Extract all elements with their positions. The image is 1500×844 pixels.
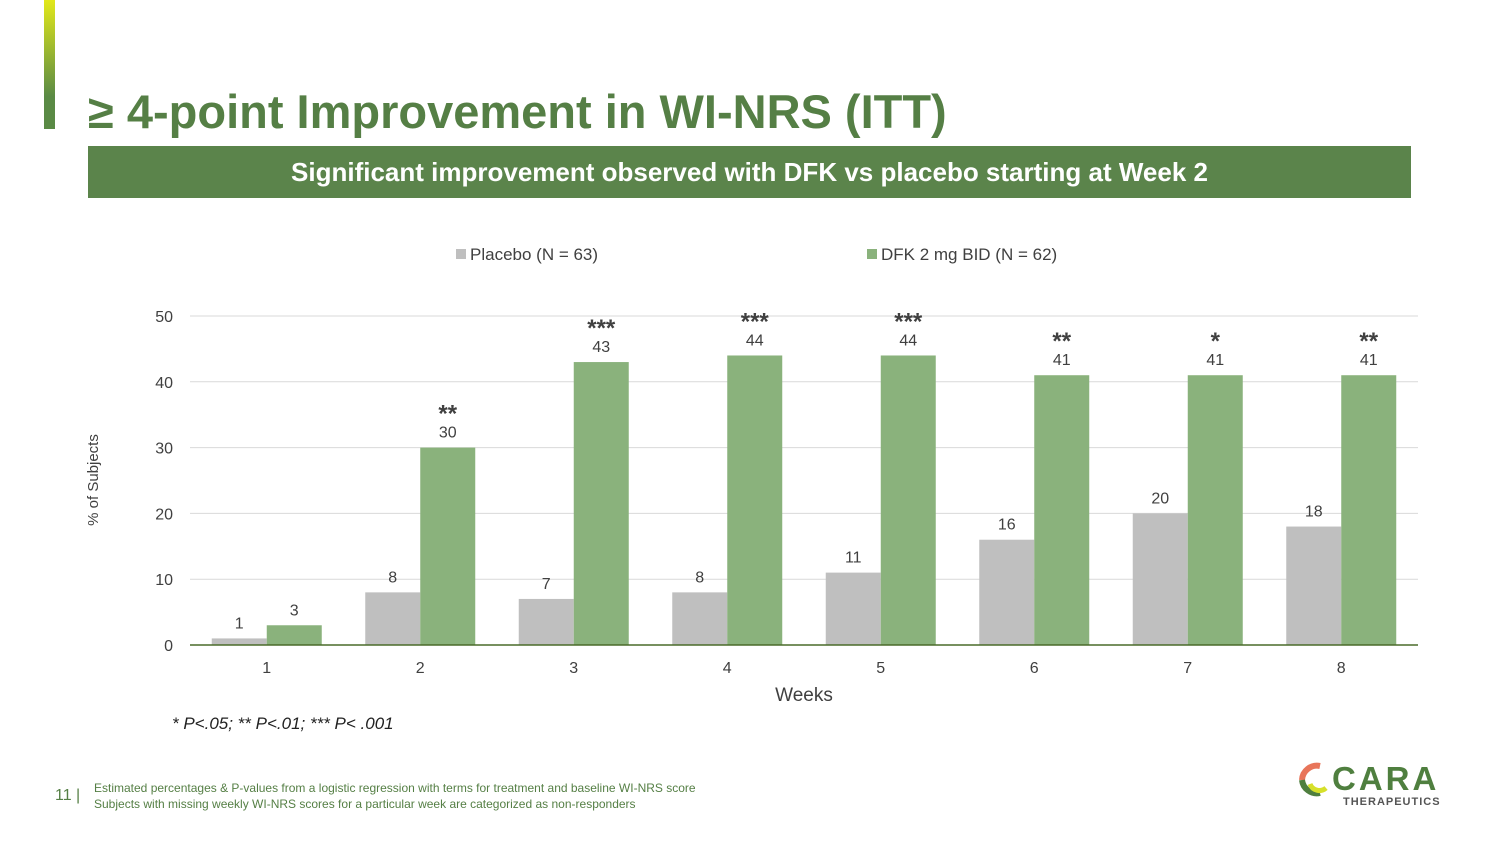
significance-marker: * xyxy=(1211,328,1221,355)
significance-marker: ** xyxy=(1052,328,1071,355)
significance-footnote: * P<.05; ** P<.01; *** P< .001 xyxy=(172,714,394,733)
bar-dfk xyxy=(1341,375,1397,645)
x-tick-label: 8 xyxy=(1337,660,1346,677)
page-number-text: 11 xyxy=(55,787,72,804)
data-label: 44 xyxy=(899,332,917,349)
data-label: 8 xyxy=(388,569,397,586)
significance-marker: *** xyxy=(587,315,616,342)
bar-placebo xyxy=(211,638,267,645)
significance-marker: *** xyxy=(741,308,770,335)
bar-placebo xyxy=(1286,526,1342,645)
y-axis-title: % of Subjects xyxy=(85,434,102,526)
y-tick-label: 50 xyxy=(155,309,173,326)
y-tick-label: 40 xyxy=(155,375,173,392)
bar-dfk xyxy=(1187,375,1243,645)
significance-marker: ** xyxy=(1359,328,1378,355)
bar-placebo xyxy=(672,592,728,645)
y-tick-label: 10 xyxy=(155,572,173,589)
data-label: 16 xyxy=(998,517,1016,534)
data-label: 41 xyxy=(1360,352,1378,369)
data-label: 20 xyxy=(1151,490,1169,507)
data-label: 7 xyxy=(542,576,551,593)
legend-swatch xyxy=(456,249,466,259)
data-label: 44 xyxy=(746,332,764,349)
bar-placebo xyxy=(825,572,881,645)
bar-placebo xyxy=(518,598,574,645)
bar-dfk xyxy=(880,355,936,645)
x-tick-label: 2 xyxy=(416,660,425,677)
significance-marker: *** xyxy=(894,308,923,335)
logo-subtitle: THERAPEUTICS xyxy=(1343,796,1441,808)
legend-label: Placebo (N = 63) xyxy=(470,245,598,264)
bar-dfk xyxy=(727,355,783,645)
data-label: 30 xyxy=(439,425,457,442)
bar-placebo xyxy=(979,539,1035,645)
x-tick-label: 6 xyxy=(1030,660,1039,677)
x-tick-label: 7 xyxy=(1183,660,1192,677)
x-tick-label: 3 xyxy=(569,660,578,677)
data-label: 41 xyxy=(1206,352,1224,369)
data-label: 41 xyxy=(1053,352,1071,369)
footer-line-1: Estimated percentages & P-values from a … xyxy=(94,781,696,795)
bar-dfk xyxy=(1034,375,1090,645)
bar-dfk xyxy=(266,625,322,645)
data-label: 43 xyxy=(592,339,610,356)
data-label: 1 xyxy=(235,615,244,632)
x-axis-title: Weeks xyxy=(775,685,833,706)
x-tick-label: 4 xyxy=(723,660,732,677)
page-title: ≥ 4-point Improvement in WI-NRS (ITT) xyxy=(88,85,947,138)
bar-dfk xyxy=(420,447,476,645)
cara-logo: CARA THERAPEUTICS xyxy=(1299,760,1441,808)
significance-marker: ** xyxy=(438,401,457,428)
footer-notes: Estimated percentages & P-values from a … xyxy=(94,780,696,812)
accent-bar xyxy=(44,0,55,129)
data-label: 3 xyxy=(290,602,299,619)
legend-label: DFK 2 mg BID (N = 62) xyxy=(881,245,1057,264)
legend-swatch xyxy=(867,249,877,259)
y-tick-label: 30 xyxy=(155,441,173,458)
bar-placebo xyxy=(365,592,421,645)
bar-placebo xyxy=(1132,513,1188,645)
footer-line-2: Subjects with missing weekly WI-NRS scor… xyxy=(94,797,636,811)
data-label: 11 xyxy=(845,550,862,567)
data-label: 8 xyxy=(695,569,704,586)
data-label: 18 xyxy=(1305,504,1323,521)
y-tick-label: 0 xyxy=(164,638,173,655)
bar-dfk xyxy=(573,362,629,645)
subtitle-banner: Significant improvement observed with DF… xyxy=(88,146,1411,198)
logo-wordmark: CARA xyxy=(1332,760,1439,797)
y-tick-label: 20 xyxy=(155,506,173,523)
x-tick-label: 1 xyxy=(262,660,271,677)
x-tick-label: 5 xyxy=(876,660,885,677)
page-number: 11 | xyxy=(55,787,81,804)
